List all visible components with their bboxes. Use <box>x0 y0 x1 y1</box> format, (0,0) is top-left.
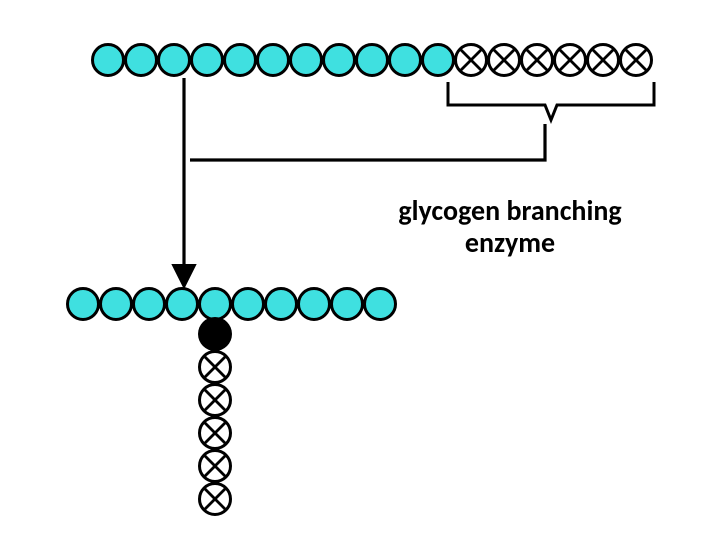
bottom-glucose-unit <box>231 287 265 321</box>
branch-point <box>198 317 232 351</box>
bottom-glucose-unit <box>264 287 298 321</box>
top-transferred-unit <box>520 43 554 77</box>
enzyme-label-line2: enzyme <box>465 225 555 260</box>
branch-transferred-unit <box>198 383 232 417</box>
bottom-glucose-unit <box>66 287 100 321</box>
top-glucose-unit <box>91 43 125 77</box>
enzyme-label: glycogen branching enzyme <box>360 195 660 259</box>
enzyme-label-line1: glycogen branching <box>398 193 621 228</box>
bottom-glucose-unit <box>198 287 232 321</box>
branch-transferred-unit <box>198 416 232 450</box>
branch-transferred-unit <box>198 482 232 516</box>
top-glucose-unit <box>256 43 290 77</box>
top-transferred-unit <box>619 43 653 77</box>
top-glucose-unit <box>289 43 323 77</box>
top-glucose-unit <box>190 43 224 77</box>
top-transferred-unit <box>454 43 488 77</box>
bottom-glucose-unit <box>297 287 331 321</box>
top-glucose-unit <box>355 43 389 77</box>
branch-transferred-unit <box>198 449 232 483</box>
bottom-glucose-unit <box>330 287 364 321</box>
top-transferred-unit <box>487 43 521 77</box>
top-glucose-unit <box>223 43 257 77</box>
top-glucose-unit <box>421 43 455 77</box>
top-transferred-unit <box>586 43 620 77</box>
top-glucose-unit <box>322 43 356 77</box>
bracket-connector <box>190 124 545 160</box>
bottom-glucose-unit <box>363 287 397 321</box>
bottom-glucose-unit <box>165 287 199 321</box>
bottom-glucose-unit <box>132 287 166 321</box>
bottom-glucose-unit <box>99 287 133 321</box>
top-glucose-unit <box>388 43 422 77</box>
diagram-stage: glycogen branching enzyme <box>0 0 720 540</box>
top-glucose-unit <box>124 43 158 77</box>
top-transferred-unit <box>553 43 587 77</box>
arrows-and-bracket <box>0 0 720 540</box>
top-glucose-unit <box>157 43 191 77</box>
branch-transferred-unit <box>198 350 232 384</box>
transferred-segment-bracket <box>448 82 654 120</box>
